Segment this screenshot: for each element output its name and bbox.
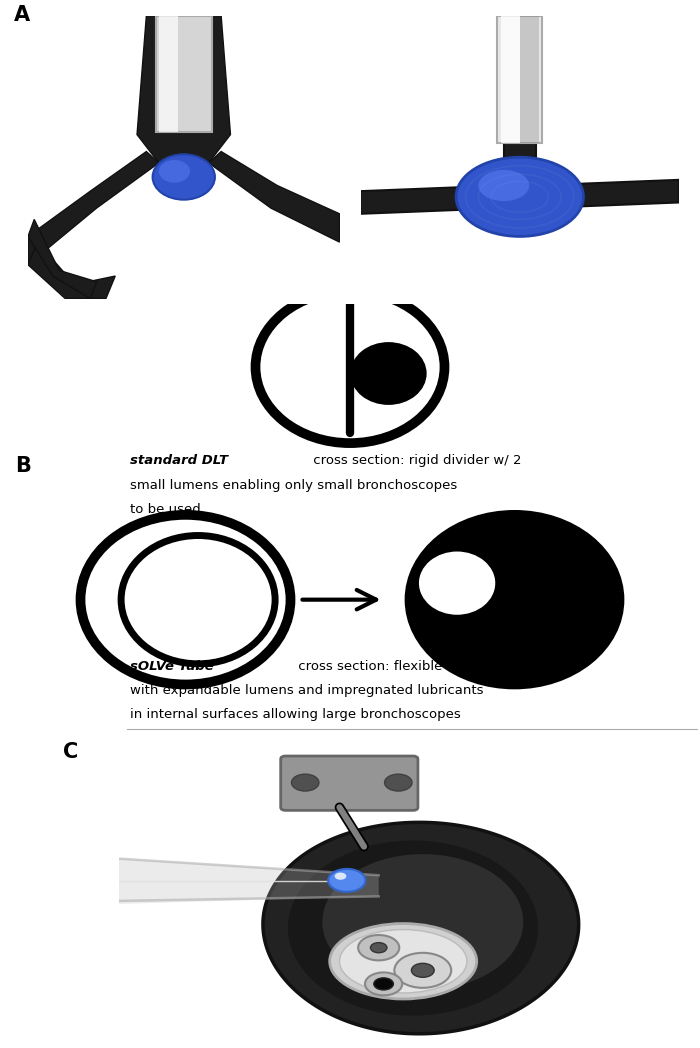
Polygon shape [159, 16, 178, 132]
Text: cross section: flexible curved divider: cross section: flexible curved divider [294, 659, 543, 673]
Ellipse shape [330, 923, 477, 999]
Polygon shape [28, 242, 116, 299]
Text: to be used: to be used [130, 503, 200, 516]
Polygon shape [28, 152, 159, 265]
Polygon shape [504, 16, 536, 157]
Polygon shape [263, 823, 579, 1033]
Polygon shape [155, 16, 212, 132]
Ellipse shape [456, 157, 584, 237]
Ellipse shape [351, 344, 426, 403]
Text: sOLVe Tube: sOLVe Tube [130, 659, 214, 673]
Circle shape [394, 953, 452, 988]
Polygon shape [519, 16, 539, 144]
Text: standard DLT: standard DLT [130, 454, 228, 467]
FancyBboxPatch shape [281, 756, 418, 810]
Circle shape [384, 774, 412, 791]
Ellipse shape [478, 170, 529, 201]
Ellipse shape [416, 549, 497, 617]
Ellipse shape [410, 515, 620, 684]
Circle shape [335, 873, 346, 879]
Circle shape [365, 973, 402, 996]
Circle shape [374, 978, 393, 990]
Ellipse shape [80, 515, 290, 684]
Text: cross section: rigid divider w/ 2: cross section: rigid divider w/ 2 [309, 454, 522, 467]
Circle shape [370, 942, 387, 953]
Polygon shape [209, 152, 340, 242]
Text: small lumens enabling only small bronchoscopes: small lumens enabling only small broncho… [130, 479, 456, 492]
Polygon shape [119, 858, 379, 904]
Text: in internal surfaces allowing large bronchoscopes: in internal surfaces allowing large bron… [130, 708, 461, 721]
Polygon shape [536, 180, 679, 209]
Polygon shape [500, 16, 519, 144]
Circle shape [328, 869, 365, 892]
Ellipse shape [153, 154, 215, 199]
Polygon shape [28, 219, 97, 299]
Text: with expandable lumens and impregnated lubricants: with expandable lumens and impregnated l… [130, 684, 483, 697]
Circle shape [376, 979, 391, 988]
Polygon shape [323, 854, 524, 990]
Ellipse shape [121, 536, 275, 663]
Ellipse shape [340, 930, 467, 992]
Text: C: C [63, 742, 78, 762]
Polygon shape [137, 16, 230, 162]
Ellipse shape [159, 160, 190, 182]
Text: B: B [15, 456, 32, 476]
Ellipse shape [256, 291, 444, 443]
Polygon shape [498, 16, 542, 144]
Polygon shape [288, 840, 538, 1016]
Polygon shape [360, 185, 504, 214]
Circle shape [412, 963, 434, 978]
Circle shape [358, 935, 399, 960]
Text: A: A [14, 5, 30, 25]
Circle shape [291, 774, 319, 791]
